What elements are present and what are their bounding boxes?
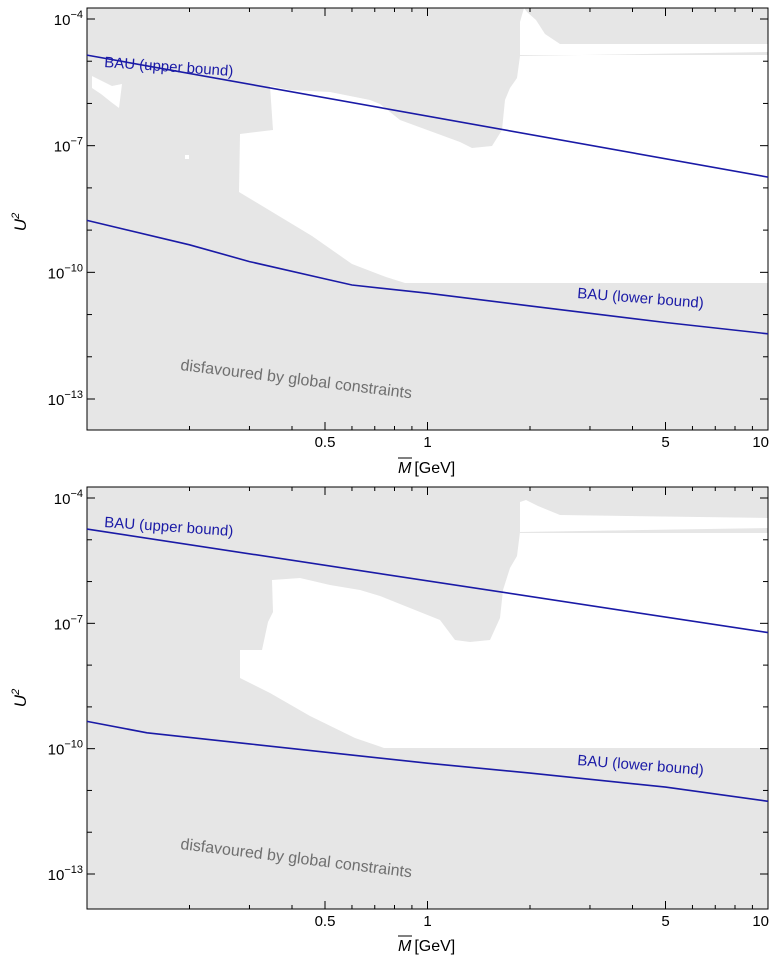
y-tick-base: 10: [54, 616, 71, 633]
allowed-region: [92, 8, 768, 283]
x-tick-label: 10: [752, 913, 769, 930]
x-tick-label: 5: [661, 434, 669, 451]
y-tick-exponent: −13: [64, 389, 83, 401]
allowed-region-left: [92, 76, 122, 108]
x-tick-label: 1: [423, 434, 431, 451]
xlabel-symbol-bottom: M: [398, 938, 412, 955]
xlabel-unit-bottom: [GeV]: [414, 938, 455, 955]
y-tick-label: 10−4: [54, 488, 83, 508]
ylabel-bottom: U2: [10, 689, 30, 707]
ylabel-superscript-top: 2: [10, 213, 22, 220]
y-tick-base: 10: [54, 139, 71, 156]
allowed-region-speck: [185, 155, 189, 159]
y-tick-base: 10: [48, 265, 65, 282]
xlabel-bottom: M [GeV]: [398, 935, 455, 955]
y-tick-label: 10−10: [48, 262, 83, 282]
allowed-region-main: [239, 8, 768, 283]
allowed-region-main: [240, 500, 768, 748]
x-tick-label: 10: [752, 434, 769, 451]
y-tick-base: 10: [48, 867, 65, 884]
series-upper-bound: [86, 528, 769, 634]
ylabel-text-top: U2: [10, 213, 30, 231]
allowed-region: [240, 500, 768, 748]
ylabel-superscript-bottom: 2: [10, 689, 22, 696]
y-tick-label: 10−7: [54, 136, 83, 156]
x-tick-label: 5: [661, 913, 669, 930]
y-tick-label: 10−7: [54, 613, 83, 633]
y-tick-label: 10−13: [48, 864, 83, 884]
y-tick-base: 10: [54, 12, 71, 29]
y-tick-exponent: −10: [64, 262, 83, 274]
series-lower-bound: [86, 720, 769, 803]
ylabel-symbol-bottom: U: [11, 694, 30, 707]
series-lower-bound: [86, 219, 769, 335]
ylabel-text-bottom: U2: [10, 689, 30, 707]
xlabel-symbol-top: M: [398, 460, 412, 477]
y-tick-label: 10−4: [54, 9, 83, 29]
y-tick-exponent: −4: [70, 488, 83, 500]
y-tick-exponent: −7: [70, 136, 83, 148]
x-tick-label: 0.5: [315, 434, 336, 451]
y-tick-base: 10: [54, 491, 71, 508]
y-tick-exponent: −13: [64, 864, 83, 876]
xlabel-text-bottom: M [GeV]: [398, 938, 455, 955]
x-tick-label: 1: [423, 913, 431, 930]
ylabel-symbol-top: U: [11, 218, 30, 231]
series-upper-bound: [86, 54, 769, 178]
y-tick-exponent: −10: [64, 739, 83, 751]
series-top: [86, 54, 769, 335]
y-tick-base: 10: [48, 742, 65, 759]
y-tick-exponent: −4: [70, 9, 83, 21]
series-bottom: [86, 528, 769, 803]
xlabel-unit-top: [GeV]: [414, 460, 455, 477]
y-tick-label: 10−13: [48, 389, 83, 409]
ylabel-top: U2: [10, 213, 30, 231]
y-tick-base: 10: [48, 392, 65, 409]
y-tick-exponent: −7: [70, 613, 83, 625]
xlabel-text-top: M [GeV]: [398, 460, 455, 477]
y-tick-label: 10−10: [48, 739, 83, 759]
x-tick-label: 0.5: [315, 913, 336, 930]
xlabel-top: M [GeV]: [398, 457, 455, 477]
